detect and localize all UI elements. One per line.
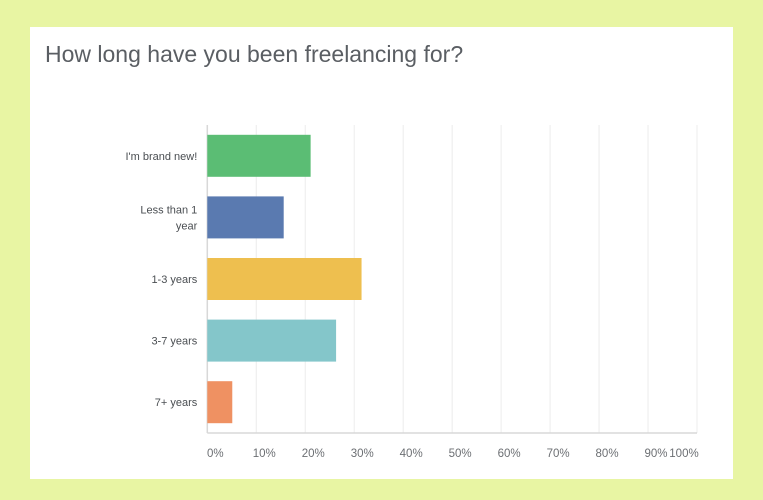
category-label: 1-3 years <box>151 274 197 286</box>
bar-chart: 0% 10% 20% 30% 40% 50% 60% 70% 80% 90% 100% I'm bra… <box>125 125 699 460</box>
x-tick-label: 80% <box>596 448 619 460</box>
category-label: 7+ years <box>155 397 198 409</box>
chart-title: How long have you been freelancing for? <box>45 41 464 67</box>
x-tick-label: 20% <box>302 448 325 460</box>
x-tick-label: 0% <box>207 448 224 460</box>
bar <box>207 134 311 177</box>
x-tick-label: 50% <box>449 448 472 460</box>
x-tick-label: 100% <box>669 448 698 460</box>
chart-panel: How long have you been freelancing for? … <box>30 27 733 479</box>
x-tick-label: 90% <box>645 448 668 460</box>
x-tick-label: 10% <box>253 448 276 460</box>
category-label: 3-7 years <box>151 336 197 348</box>
x-tick-label: 30% <box>351 448 374 460</box>
x-tick-label: 60% <box>498 448 521 460</box>
bar <box>207 196 284 239</box>
x-tick-label: 70% <box>547 448 570 460</box>
category-label: Less than 1 year <box>140 204 197 232</box>
bar <box>207 258 362 300</box>
bar <box>207 381 233 424</box>
bar <box>207 319 337 362</box>
category-label: I'm brand new! <box>125 151 197 163</box>
x-tick-label: 40% <box>400 448 423 460</box>
